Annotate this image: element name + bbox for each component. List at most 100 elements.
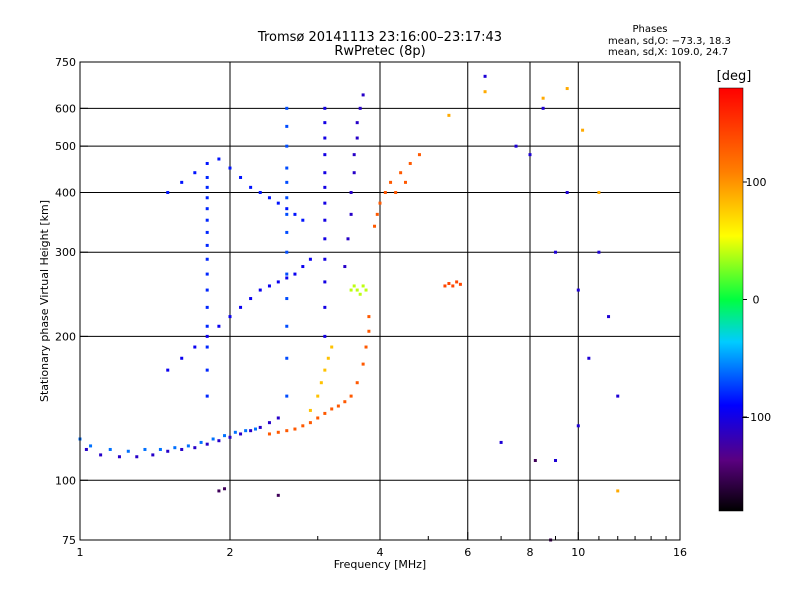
data-point	[323, 185, 327, 189]
data-point	[576, 424, 580, 428]
data-point	[394, 190, 398, 194]
data-point	[205, 442, 209, 446]
data-point	[447, 282, 451, 286]
data-point	[249, 429, 253, 433]
data-point	[301, 218, 305, 222]
data-point	[233, 430, 237, 434]
x-tick-label: 16	[673, 546, 687, 559]
data-point	[293, 212, 297, 216]
data-point	[193, 171, 197, 175]
data-point	[217, 157, 221, 161]
data-point	[417, 153, 421, 157]
data-point	[211, 437, 215, 441]
data-point	[205, 185, 209, 189]
data-point	[399, 171, 403, 175]
data-point	[367, 329, 371, 333]
data-point	[143, 447, 147, 451]
data-point	[355, 121, 359, 125]
data-point	[455, 280, 459, 284]
data-point	[541, 106, 545, 110]
data-point	[330, 345, 334, 349]
data-point	[330, 407, 334, 411]
data-point	[323, 136, 327, 140]
data-point	[244, 429, 248, 433]
chart-title: Tromsø 20141113 23:16:00–23:17:43	[257, 30, 502, 45]
data-point	[217, 324, 221, 328]
y-tick-label: 500	[55, 140, 76, 153]
y-tick-label: 75	[62, 534, 76, 547]
data-point	[316, 394, 320, 398]
data-point	[389, 180, 393, 184]
data-point	[205, 345, 209, 349]
data-point	[319, 381, 323, 385]
data-point	[364, 288, 368, 292]
data-point	[343, 400, 347, 404]
data-point	[180, 356, 184, 360]
data-point	[239, 432, 243, 436]
data-point	[361, 362, 365, 366]
data-point	[285, 230, 289, 234]
data-point	[553, 250, 557, 254]
data-point	[205, 334, 209, 338]
data-point	[323, 411, 327, 415]
data-point	[193, 446, 197, 450]
data-point	[89, 444, 93, 448]
x-tick-label: 10	[571, 546, 585, 559]
data-point	[166, 449, 170, 453]
data-point	[346, 237, 350, 241]
colorbar-ticks: 100 0 −100	[741, 176, 771, 424]
data-point	[193, 345, 197, 349]
data-point	[576, 288, 580, 292]
data-point	[316, 416, 320, 420]
phases-line-x: mean, sd,X: 109.0, 24.7	[608, 47, 728, 58]
data-point	[301, 265, 305, 269]
data-point	[166, 190, 170, 194]
x-axis-label: Frequency [MHz]	[334, 558, 426, 571]
data-point	[199, 440, 203, 444]
data-point	[597, 190, 601, 194]
data-point	[355, 136, 359, 140]
colorbar	[718, 87, 744, 512]
data-point	[151, 453, 155, 457]
data-point	[267, 421, 271, 425]
data-point	[533, 458, 537, 462]
data-point	[499, 440, 503, 444]
data-point	[323, 121, 327, 125]
data-point	[541, 96, 545, 100]
data-point	[285, 429, 289, 433]
data-point	[323, 201, 327, 205]
data-point	[285, 166, 289, 170]
data-point	[205, 161, 209, 165]
data-point	[451, 284, 455, 288]
data-point	[253, 427, 257, 431]
data-point	[352, 153, 356, 157]
data-point	[258, 288, 262, 292]
data-point	[443, 284, 447, 288]
data-point	[349, 190, 353, 194]
data-point	[293, 427, 297, 431]
data-point	[239, 305, 243, 309]
data-point	[228, 166, 232, 170]
colorbar-label: [deg]	[717, 69, 752, 84]
data-point	[285, 196, 289, 200]
data-point	[358, 106, 362, 110]
data-point	[223, 434, 227, 438]
data-point	[323, 106, 327, 110]
data-point	[616, 394, 620, 398]
data-point	[205, 196, 209, 200]
data-point	[308, 257, 312, 261]
colorbar-tick-label: 0	[753, 294, 760, 307]
data-point	[378, 201, 382, 205]
x-tick-label: 2	[227, 546, 234, 559]
data-point	[343, 265, 347, 269]
data-point	[285, 106, 289, 110]
data-point	[99, 453, 103, 457]
data-point	[323, 153, 327, 157]
data-point	[239, 175, 243, 179]
x-tick-label: 4	[377, 546, 384, 559]
data-point	[323, 257, 327, 261]
data-point	[217, 439, 221, 443]
data-point	[249, 297, 253, 301]
data-point	[352, 171, 356, 175]
